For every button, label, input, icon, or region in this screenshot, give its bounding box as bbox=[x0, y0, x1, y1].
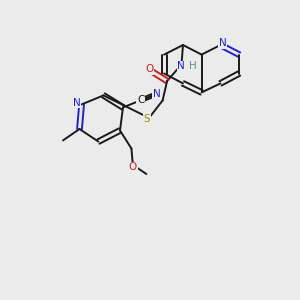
Text: H: H bbox=[189, 61, 197, 71]
Text: N: N bbox=[73, 98, 81, 108]
Text: C: C bbox=[137, 95, 144, 105]
Text: N: N bbox=[177, 61, 185, 71]
Text: N: N bbox=[153, 89, 160, 99]
Text: O: O bbox=[129, 162, 137, 172]
Text: N: N bbox=[219, 38, 226, 49]
Text: S: S bbox=[143, 114, 150, 124]
Text: O: O bbox=[146, 64, 154, 74]
